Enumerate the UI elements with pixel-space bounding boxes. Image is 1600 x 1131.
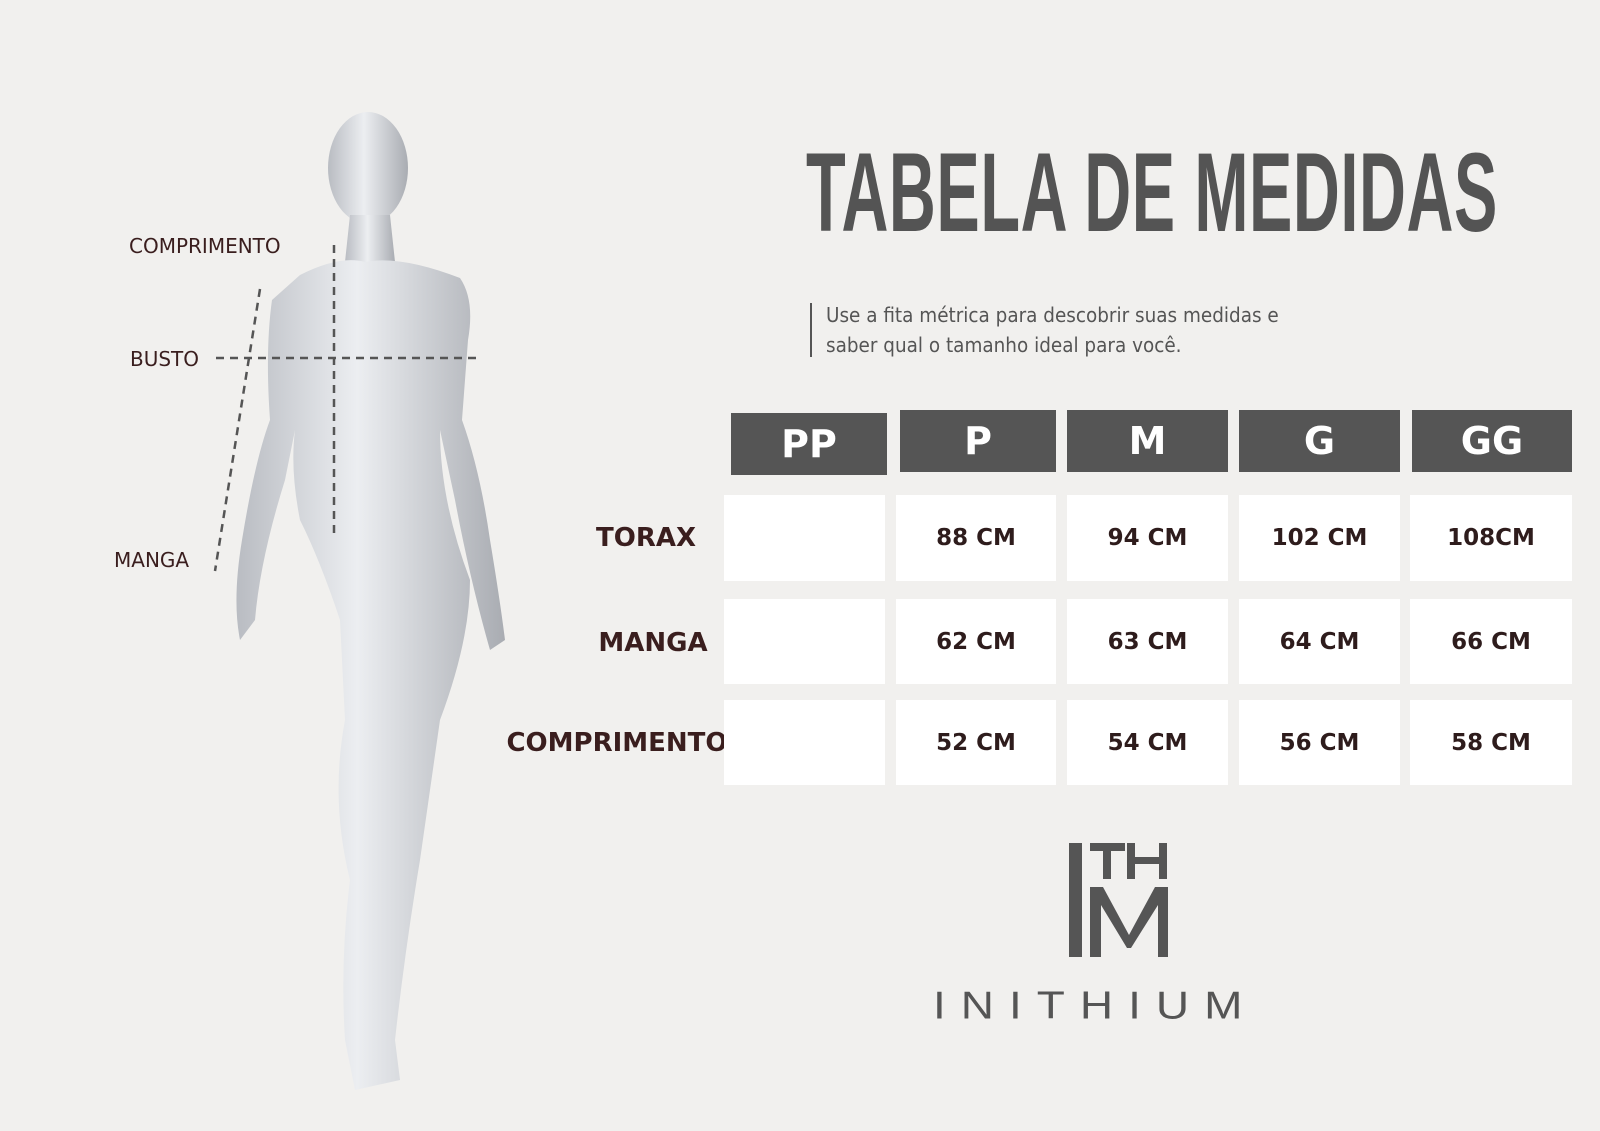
table-cell: 88 CM — [896, 495, 1056, 581]
body-label-manga: MANGA — [114, 548, 190, 572]
size-header-g: G — [1239, 410, 1400, 472]
table-cell: 54 CM — [1067, 700, 1228, 785]
table-cell — [724, 700, 885, 785]
mannequin-body — [236, 112, 505, 1090]
brand-name: INITHIUM — [933, 982, 1258, 1028]
table-cell — [724, 495, 885, 581]
brand-monogram-logo — [1069, 843, 1168, 957]
table-cell: 52 CM — [896, 700, 1056, 785]
subtitle-line-2: saber qual o tamanho ideal para você. — [826, 333, 1182, 357]
size-header-m: M — [1067, 410, 1228, 472]
sleeve-measure-line — [213, 288, 262, 572]
table-cell: 64 CM — [1239, 599, 1400, 684]
table-cell: 108CM — [1410, 495, 1572, 581]
table-cell — [724, 599, 885, 684]
table-cell: 62 CM — [896, 599, 1056, 684]
page-title: TABELA DE MEDIDAS — [806, 130, 1498, 255]
table-cell: 56 CM — [1239, 700, 1400, 785]
size-header-gg: GG — [1412, 410, 1572, 472]
subtitle-accent-bar — [810, 303, 812, 357]
table-cell: 94 CM — [1067, 495, 1228, 581]
mannequin-illustration — [213, 112, 505, 1090]
body-label-comprimento: COMPRIMENTO — [129, 234, 281, 258]
subtitle-line-1: Use a fita métrica para descobrir suas m… — [826, 303, 1279, 327]
size-header-p: P — [900, 410, 1056, 472]
table-cell: 66 CM — [1410, 599, 1572, 684]
table-cell: 102 CM — [1239, 495, 1400, 581]
row-label-comprimento: COMPRIMENTO — [506, 728, 728, 758]
row-label-torax: TORAX — [595, 523, 697, 553]
table-cell: 58 CM — [1410, 700, 1572, 785]
row-label-manga: MANGA — [598, 628, 708, 658]
body-label-busto: BUSTO — [130, 347, 200, 371]
table-cell: 63 CM — [1067, 599, 1228, 684]
size-header-pp: PP — [731, 413, 887, 475]
